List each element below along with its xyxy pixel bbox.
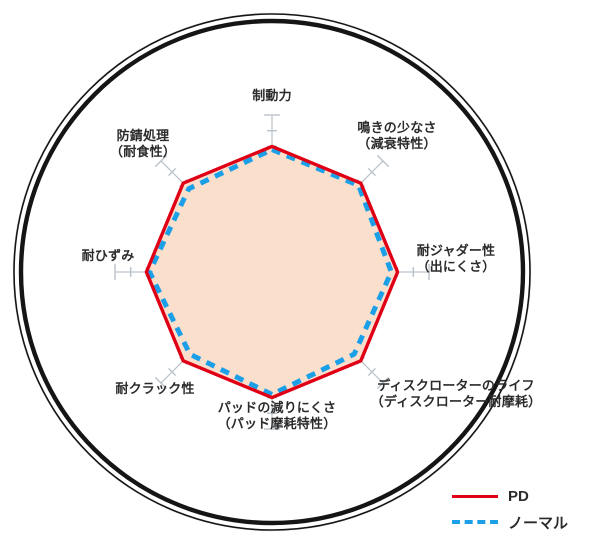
axis-label-pad-wear: パッドの減りにくさ （パッド摩耗特性） [218,400,337,433]
legend-label-normal: ノーマル [508,514,569,532]
disc-outer-ring-thin [13,13,531,531]
axis-label-antirust-line2: （耐食性） [109,144,177,160]
axis-label-crack-resistance-line1: 耐クラック性 [115,381,195,396]
legend-item-pd: PD [452,483,592,509]
chart-legend: PD ノーマル [452,483,592,535]
axis-label-braking: 制動力 [252,88,292,104]
axis-label-rotor-life-line1: ディスクローターのライフ [377,378,535,393]
axis-label-judder: 耐ジャダー性 （出にくさ） [417,243,496,276]
axis-label-antirust-line1: 防錆処理 [116,128,170,143]
radar-series [144,144,400,400]
axis-label-rotor-life: ディスクローターのライフ （ディスクローター耐摩耗） [371,378,542,411]
axis-label-rotor-life-line2: （ディスクローター耐摩耗） [370,394,542,410]
axis-label-pad-wear-line2: （パッド摩耗特性） [217,416,337,432]
axis-label-braking-line1: 制動力 [252,88,292,103]
axis-label-judder-line2: （出にくさ） [416,259,496,275]
legend-item-normal: ノーマル [452,509,592,535]
axis-label-judder-line1: 耐ジャダー性 [416,243,496,258]
axis-label-squeal-line2: （減衰特性） [357,136,437,152]
axis-label-squeal: 鳴きの少なさ （減衰特性） [357,120,436,153]
legend-swatch-pd-icon [452,494,498,498]
axis-label-pad-wear-line1: パッドの減りにくさ [217,400,337,415]
axis-label-crack-resistance: 耐クラック性 [115,381,194,397]
axis-label-antirust: 防錆処理 （耐食性） [110,128,176,161]
legend-swatch-normal-icon [452,520,498,524]
axis-label-distortion-resistance-line1: 耐ひずみ [81,248,135,263]
legend-label-pd: PD [508,487,529,505]
disc-outer-ring-thick [18,18,526,526]
axis-label-squeal-line1: 鳴きの少なさ [357,120,437,135]
axis-label-distortion-resistance: 耐ひずみ [82,248,135,264]
